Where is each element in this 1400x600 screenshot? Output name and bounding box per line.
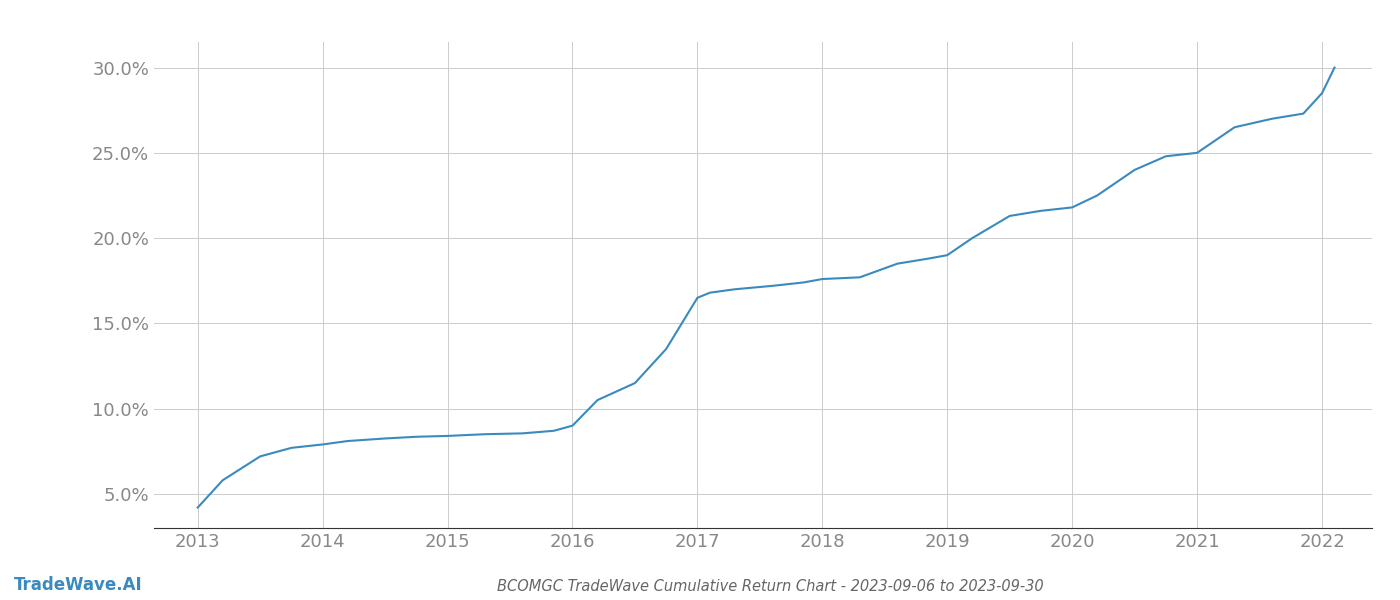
Text: BCOMGC TradeWave Cumulative Return Chart - 2023-09-06 to 2023-09-30: BCOMGC TradeWave Cumulative Return Chart…	[497, 579, 1043, 594]
Text: TradeWave.AI: TradeWave.AI	[14, 576, 143, 594]
